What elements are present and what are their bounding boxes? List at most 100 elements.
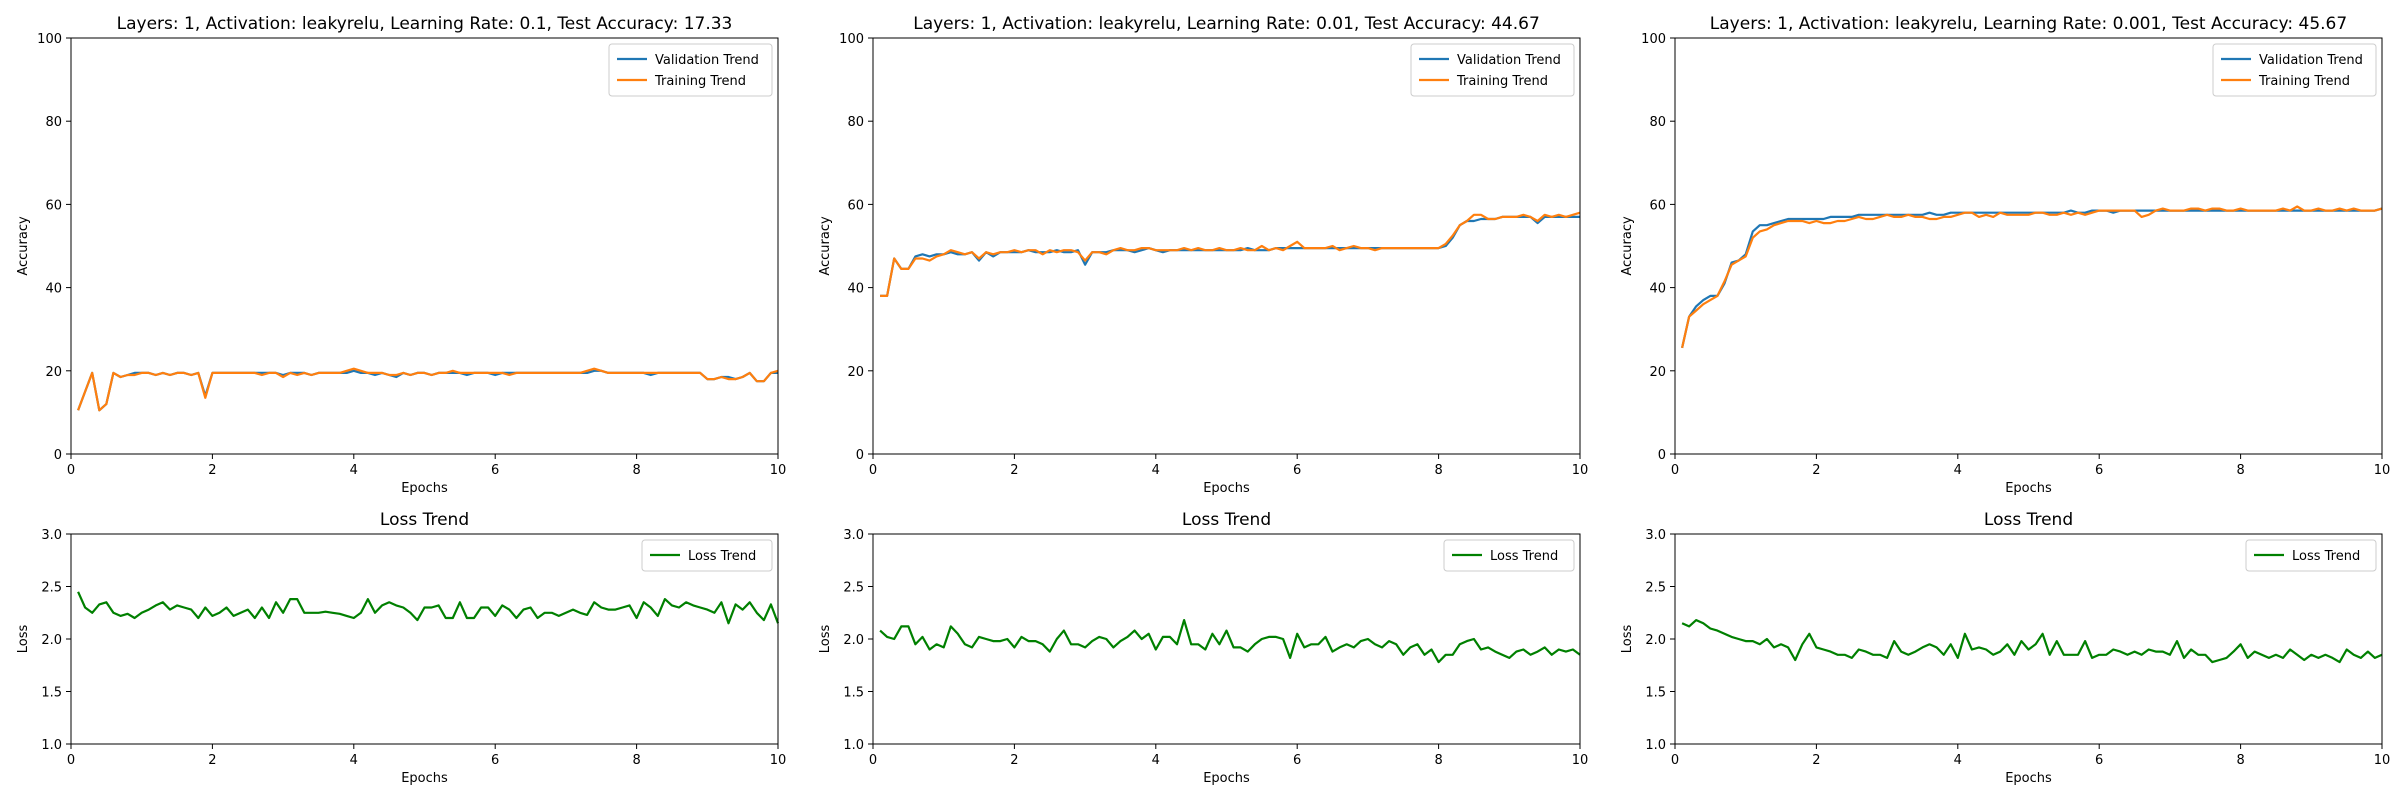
y-axis-label: Accuracy (1620, 216, 1635, 276)
x-tick-label: 4 (1954, 753, 1962, 768)
x-tick-label: 4 (1152, 463, 1160, 478)
y-tick-label: 2.0 (1645, 633, 1666, 648)
x-tick-label: 0 (869, 753, 877, 768)
chart-title: Loss Trend (1984, 510, 2073, 530)
x-axis-label: Epochs (1203, 771, 1250, 786)
y-tick-label: 100 (839, 32, 864, 47)
y-tick-label: 100 (37, 32, 62, 47)
chart-panel-4: 0 2 4 6 8 10 1.0 1.5 2.0 2.5 3.0 Loss Trend Epochs Lo… (16, 510, 786, 786)
legend-box (1410, 43, 1575, 97)
chart-panel-5: 0 2 4 6 8 10 1.0 1.5 2.0 2.5 3.0 Loss Trend Epochs Lo… (818, 510, 1588, 786)
legend: Loss Trend (2245, 539, 2377, 572)
y-tick-label: 0 (54, 448, 62, 463)
y-axis-label: Accuracy (16, 216, 31, 276)
y-tick-label: 60 (45, 198, 62, 213)
y-tick-label: 60 (847, 198, 864, 213)
y-tick-label: 80 (45, 115, 62, 130)
y-tick-label: 2.5 (41, 581, 62, 596)
y-axis-label: Loss (1620, 625, 1635, 654)
legend-box (2245, 539, 2377, 572)
x-tick-label: 2 (1010, 753, 1018, 768)
series-line-2 (880, 211, 1581, 297)
series-line-1 (1681, 618, 2383, 664)
legend-label: Validation Trend (655, 53, 759, 68)
x-tick-label: 10 (2374, 463, 2391, 478)
x-tick-label: 2 (1010, 463, 1018, 478)
chart-title: Layers: 1, Activation: leakyrelu, Learni… (117, 14, 733, 34)
legend: Validation Trend Training Trend (2212, 43, 2377, 97)
y-tick-label: 0 (856, 448, 864, 463)
chart-title: Layers: 1, Activation: leakyrelu, Learni… (1710, 14, 2347, 34)
x-tick-label: 10 (1572, 463, 1589, 478)
x-tick-label: 6 (2095, 463, 2103, 478)
x-tick-label: 8 (1434, 753, 1442, 768)
x-tick-label: 2 (208, 463, 216, 478)
x-tick-label: 2 (1812, 463, 1820, 478)
plot-frame (70, 37, 779, 455)
legend-box (608, 43, 773, 97)
legend: Loss Trend (641, 539, 773, 572)
x-tick-label: 0 (869, 463, 877, 478)
y-tick-label: 3.0 (1645, 528, 1666, 543)
legend-label: Training Trend (1456, 74, 1548, 89)
series-line-1 (1681, 207, 2383, 349)
legend-label: Training Trend (654, 74, 746, 89)
x-tick-label: 8 (632, 463, 640, 478)
y-tick-label: 80 (1649, 115, 1666, 130)
legend: Validation Trend Training Trend (608, 43, 773, 97)
x-tick-label: 8 (2236, 753, 2244, 768)
y-tick-label: 1.0 (1645, 738, 1666, 753)
legend-box (2212, 43, 2377, 97)
x-tick-label: 10 (770, 463, 787, 478)
x-axis-label: Epochs (2005, 771, 2052, 786)
legend-label: Loss Trend (2292, 549, 2360, 564)
y-tick-label: 100 (1641, 32, 1666, 47)
chart-title: Loss Trend (380, 510, 469, 530)
plot-frame (872, 37, 1581, 455)
y-tick-label: 0 (1658, 448, 1666, 463)
series-line-1 (77, 369, 778, 412)
x-tick-label: 4 (350, 753, 358, 768)
legend-label: Validation Trend (1457, 53, 1561, 68)
x-tick-label: 10 (770, 753, 787, 768)
x-tick-label: 10 (2374, 753, 2391, 768)
x-tick-label: 0 (1671, 753, 1679, 768)
y-tick-label: 1.5 (843, 686, 864, 701)
x-tick-label: 2 (208, 753, 216, 768)
y-tick-label: 3.0 (41, 528, 62, 543)
y-tick-label: 20 (45, 365, 62, 380)
x-axis-label: Epochs (401, 771, 448, 786)
series-line-1 (879, 618, 1581, 664)
x-tick-label: 4 (1152, 753, 1160, 768)
y-tick-label: 40 (1649, 282, 1666, 297)
y-tick-label: 40 (45, 282, 62, 297)
y-axis-label: Accuracy (818, 216, 833, 276)
legend-label: Training Trend (2258, 74, 2350, 89)
legend-label: Loss Trend (688, 549, 756, 564)
legend-box (1443, 539, 1575, 572)
x-axis-label: Epochs (2005, 481, 2052, 496)
y-tick-label: 1.0 (843, 738, 864, 753)
x-tick-label: 0 (67, 753, 75, 768)
x-axis-label: Epochs (1203, 481, 1250, 496)
x-tick-label: 6 (2095, 753, 2103, 768)
y-tick-label: 40 (847, 282, 864, 297)
x-tick-label: 8 (632, 753, 640, 768)
x-tick-label: 6 (1293, 463, 1301, 478)
x-tick-label: 0 (1671, 463, 1679, 478)
y-tick-label: 2.0 (41, 633, 62, 648)
series-line-1 (880, 215, 1580, 297)
x-tick-label: 8 (1434, 463, 1442, 478)
x-tick-label: 6 (1293, 753, 1301, 768)
y-tick-label: 2.5 (843, 581, 864, 596)
x-tick-label: 0 (67, 463, 75, 478)
chart-panel-6: 0 2 4 6 8 10 1.0 1.5 2.0 2.5 3.0 Loss Trend Epochs Lo… (1620, 510, 2390, 786)
y-tick-label: 1.5 (41, 686, 62, 701)
x-tick-label: 6 (491, 463, 499, 478)
y-tick-label: 2.5 (1645, 581, 1666, 596)
chart-title: Loss Trend (1182, 510, 1271, 530)
